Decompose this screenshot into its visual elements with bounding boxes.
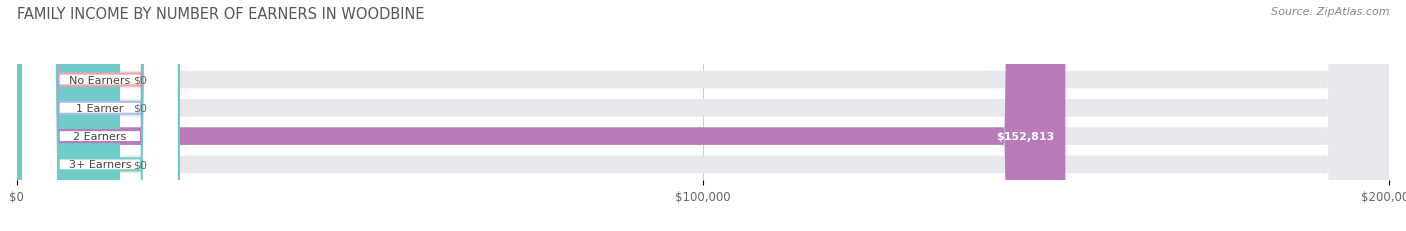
Text: No Earners: No Earners	[69, 75, 131, 85]
Text: 2 Earners: 2 Earners	[73, 131, 127, 142]
FancyBboxPatch shape	[17, 0, 1389, 231]
FancyBboxPatch shape	[21, 0, 179, 231]
FancyBboxPatch shape	[21, 0, 179, 231]
FancyBboxPatch shape	[21, 0, 179, 231]
FancyBboxPatch shape	[21, 0, 179, 231]
Text: $0: $0	[134, 160, 148, 170]
Text: 3+ Earners: 3+ Earners	[69, 160, 131, 170]
Text: FAMILY INCOME BY NUMBER OF EARNERS IN WOODBINE: FAMILY INCOME BY NUMBER OF EARNERS IN WO…	[17, 7, 425, 22]
FancyBboxPatch shape	[17, 0, 1066, 231]
FancyBboxPatch shape	[17, 0, 1389, 231]
FancyBboxPatch shape	[17, 0, 1389, 231]
Text: Source: ZipAtlas.com: Source: ZipAtlas.com	[1271, 7, 1389, 17]
FancyBboxPatch shape	[17, 0, 120, 231]
FancyBboxPatch shape	[17, 0, 120, 231]
FancyBboxPatch shape	[17, 0, 120, 231]
Text: $0: $0	[134, 75, 148, 85]
Text: $152,813: $152,813	[995, 131, 1054, 142]
FancyBboxPatch shape	[17, 0, 1389, 231]
Text: $0: $0	[134, 103, 148, 113]
Text: 1 Earner: 1 Earner	[76, 103, 124, 113]
